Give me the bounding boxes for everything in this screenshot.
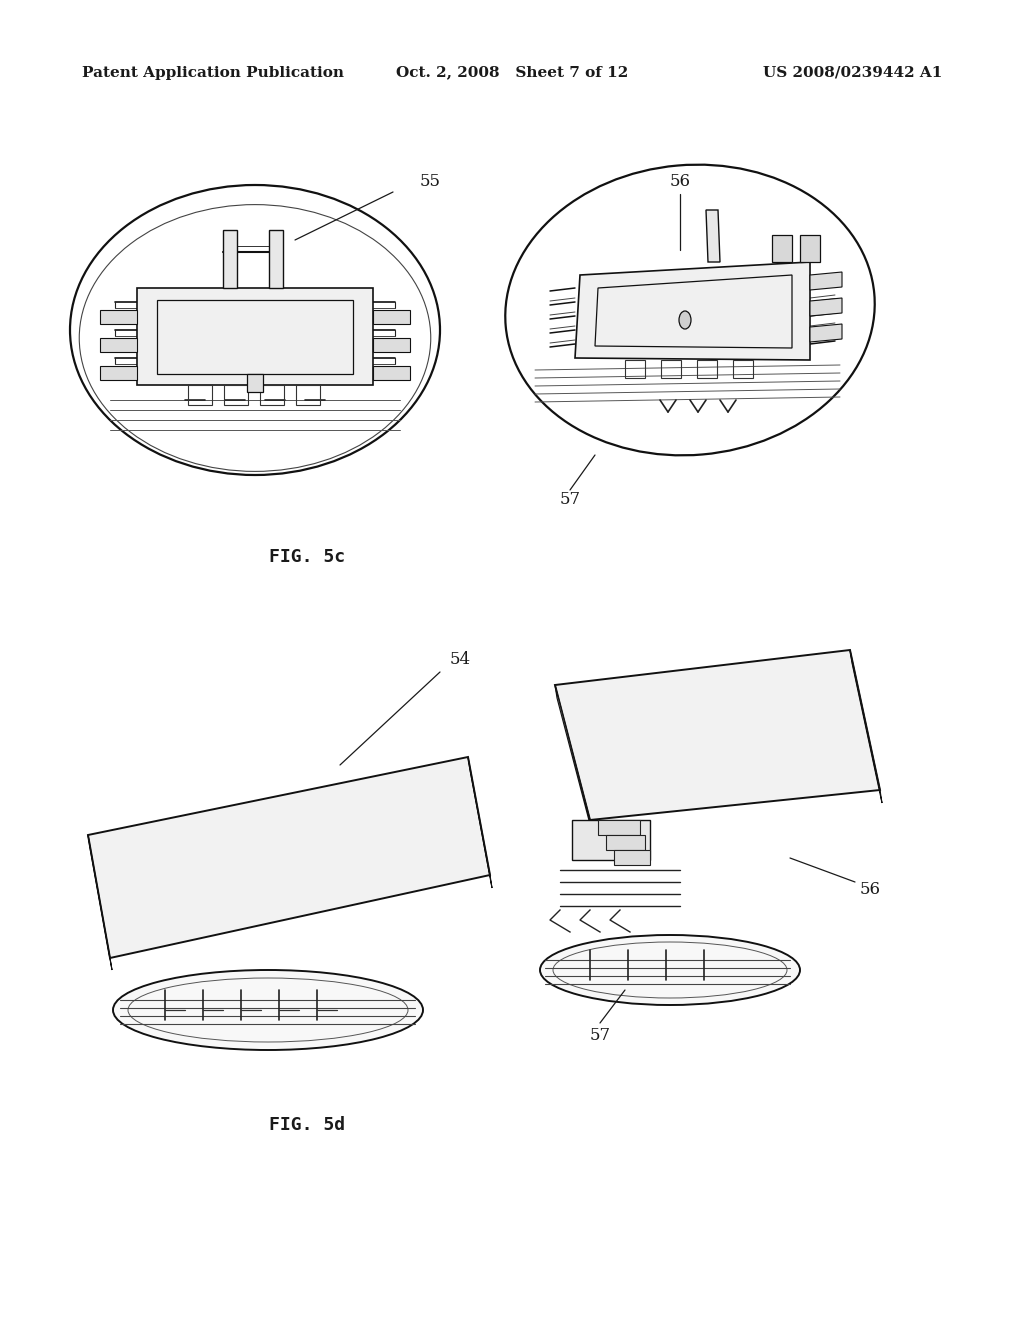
Polygon shape [598, 820, 640, 836]
Polygon shape [100, 338, 137, 352]
Polygon shape [373, 366, 410, 380]
Polygon shape [88, 756, 490, 958]
Polygon shape [555, 685, 592, 832]
Polygon shape [373, 310, 410, 323]
Polygon shape [572, 820, 650, 861]
Polygon shape [614, 850, 650, 865]
Text: 56: 56 [859, 882, 881, 899]
Polygon shape [810, 272, 842, 290]
Polygon shape [247, 374, 263, 392]
Text: FIG. 5c: FIG. 5c [269, 548, 345, 566]
Polygon shape [772, 235, 792, 261]
Polygon shape [468, 756, 492, 888]
Polygon shape [606, 836, 645, 850]
Polygon shape [706, 210, 720, 261]
Polygon shape [575, 261, 810, 360]
Polygon shape [555, 649, 880, 820]
Polygon shape [850, 649, 882, 803]
Polygon shape [223, 230, 237, 288]
Text: Patent Application Publication: Patent Application Publication [82, 66, 344, 79]
Text: 56: 56 [670, 173, 690, 190]
Polygon shape [373, 338, 410, 352]
Text: Oct. 2, 2008   Sheet 7 of 12: Oct. 2, 2008 Sheet 7 of 12 [396, 66, 628, 79]
Ellipse shape [113, 970, 423, 1049]
Text: 57: 57 [559, 491, 581, 508]
Text: 57: 57 [590, 1027, 610, 1044]
Polygon shape [800, 235, 820, 261]
Polygon shape [137, 288, 373, 385]
Polygon shape [810, 323, 842, 342]
Ellipse shape [679, 312, 691, 329]
Text: 54: 54 [450, 652, 471, 668]
Polygon shape [100, 310, 137, 323]
Polygon shape [100, 366, 137, 380]
Polygon shape [269, 230, 283, 288]
Ellipse shape [540, 935, 800, 1005]
Text: US 2008/0239442 A1: US 2008/0239442 A1 [763, 66, 942, 79]
Text: FIG. 5d: FIG. 5d [269, 1115, 345, 1134]
Text: 55: 55 [420, 173, 440, 190]
Polygon shape [88, 836, 112, 970]
Polygon shape [810, 298, 842, 315]
